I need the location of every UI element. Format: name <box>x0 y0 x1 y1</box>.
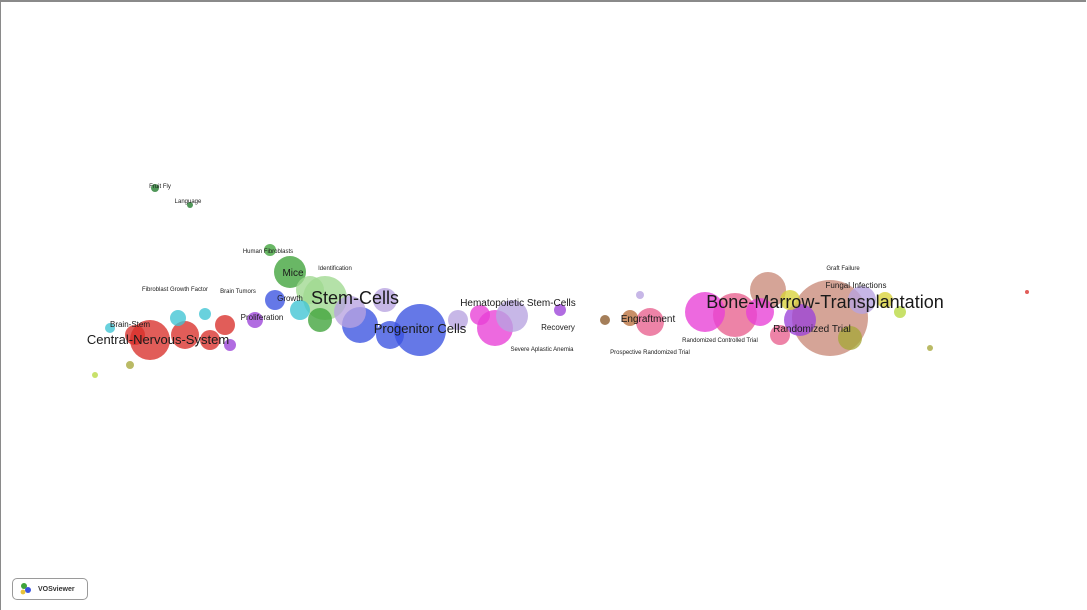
term-label[interactable]: Fibroblast Growth Factor <box>142 287 208 293</box>
term-label[interactable]: Fungal Infections <box>826 281 887 290</box>
node-bubble[interactable] <box>894 306 906 318</box>
node-bubble[interactable] <box>170 310 186 326</box>
vosviewer-badge: VOSviewer <box>12 578 88 600</box>
vosviewer-logo-icon <box>20 583 31 595</box>
node-bubble[interactable] <box>265 290 285 310</box>
term-label[interactable]: Brain-Stem <box>110 320 150 329</box>
term-label[interactable]: Language <box>175 199 202 205</box>
node-bubble[interactable] <box>290 300 310 320</box>
node-bubble[interactable] <box>126 361 134 369</box>
node-bubble[interactable] <box>496 300 528 332</box>
term-label[interactable]: Engraftment <box>621 314 676 325</box>
node-bubble[interactable] <box>125 325 145 345</box>
term-label[interactable]: Stem-Cells <box>311 288 399 308</box>
term-label[interactable]: Progenitor Cells <box>374 321 467 336</box>
node-bubble[interactable] <box>838 326 862 350</box>
node-bubble[interactable] <box>334 296 366 328</box>
term-label[interactable]: Recovery <box>541 323 575 332</box>
node-bubble[interactable] <box>622 310 638 326</box>
node-bubble[interactable] <box>264 244 276 256</box>
term-label[interactable]: Central-Nervous-System <box>87 332 229 347</box>
node-bubble[interactable] <box>554 304 566 316</box>
term-label[interactable]: Mice <box>282 268 304 279</box>
node-bubble[interactable] <box>600 315 610 325</box>
node-bubble[interactable] <box>187 202 193 208</box>
node-bubble[interactable] <box>636 291 644 299</box>
node-bubble[interactable] <box>105 323 115 333</box>
node-bubble[interactable] <box>92 372 98 378</box>
node-bubble[interactable] <box>151 184 159 192</box>
term-label[interactable]: Growth <box>277 294 303 303</box>
term-label[interactable]: Brain Tumors <box>220 289 256 295</box>
node-bubble[interactable] <box>470 305 490 325</box>
node-bubble[interactable] <box>848 286 876 314</box>
term-label[interactable]: Bone-Marrow-Transplantation <box>706 292 943 312</box>
node-bubble[interactable] <box>636 308 664 336</box>
term-label[interactable]: Graft Failure <box>826 266 860 272</box>
node-bubble[interactable] <box>877 292 893 308</box>
node-bubble[interactable] <box>247 312 263 328</box>
node-bubble[interactable] <box>376 321 404 349</box>
term-label[interactable]: Randomized Controlled Trial <box>682 338 758 344</box>
term-label[interactable]: Identification <box>318 266 352 272</box>
node-bubble[interactable] <box>296 276 324 304</box>
term-label[interactable]: Hematopoietic Stem-Cells <box>460 298 576 309</box>
node-bubble[interactable] <box>784 304 816 336</box>
node-bubble[interactable] <box>927 345 933 351</box>
node-bubble[interactable] <box>308 308 332 332</box>
term-label[interactable]: Fruit Fly <box>149 184 171 190</box>
term-label[interactable]: Prospective Randomized Trial <box>610 350 690 356</box>
node-bubble[interactable] <box>448 310 468 330</box>
node-bubble[interactable] <box>685 292 725 332</box>
node-bubble[interactable] <box>199 308 211 320</box>
node-bubble[interactable] <box>1025 290 1029 294</box>
term-label[interactable]: Proliferation <box>241 313 284 322</box>
node-bubble[interactable] <box>171 321 199 349</box>
vosviewer-badge-label: VOSviewer <box>38 585 75 593</box>
node-bubble[interactable] <box>373 288 397 312</box>
node-bubble[interactable] <box>780 290 800 310</box>
node-bubble[interactable] <box>394 304 446 356</box>
term-label[interactable]: Randomized Trial <box>773 324 851 335</box>
node-bubble[interactable] <box>713 293 757 337</box>
node-bubble[interactable] <box>770 325 790 345</box>
term-label[interactable]: Human Fibroblasts <box>243 249 293 255</box>
node-bubble[interactable] <box>224 339 236 351</box>
node-bubble[interactable] <box>200 330 220 350</box>
node-bubble[interactable] <box>274 256 306 288</box>
node-bubble[interactable] <box>215 315 235 335</box>
term-label[interactable]: Severe Aplastic Anemia <box>510 347 574 353</box>
node-bubble[interactable] <box>746 298 774 326</box>
